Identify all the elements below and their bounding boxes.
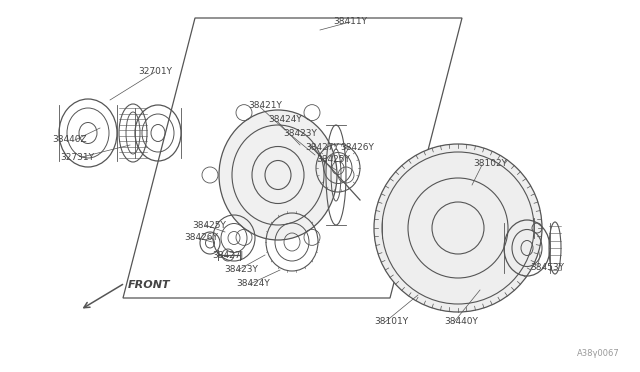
Text: A38γ0067: A38γ0067: [577, 349, 620, 358]
Text: 38427Y: 38427Y: [305, 142, 339, 151]
Text: 38424Y: 38424Y: [236, 279, 269, 289]
Text: 38427J: 38427J: [212, 251, 243, 260]
Text: 38411Y: 38411Y: [333, 17, 367, 26]
Text: 38426Y: 38426Y: [340, 142, 374, 151]
Text: 38421Y: 38421Y: [248, 100, 282, 109]
Text: 32701Y: 32701Y: [138, 67, 172, 77]
Text: 38102Y: 38102Y: [473, 158, 507, 167]
Text: 38425Y: 38425Y: [316, 155, 350, 164]
Text: 38424Y: 38424Y: [268, 115, 301, 125]
Text: 38101Y: 38101Y: [374, 317, 408, 327]
Text: 38440Y: 38440Y: [444, 317, 478, 327]
Text: 38423Y: 38423Y: [224, 266, 258, 275]
Ellipse shape: [374, 144, 542, 312]
Text: 38426Y: 38426Y: [184, 234, 218, 243]
Text: FRONT: FRONT: [128, 280, 171, 290]
Text: 32731Y: 32731Y: [60, 153, 94, 161]
Text: 38425Y: 38425Y: [192, 221, 226, 230]
Text: 38423Y: 38423Y: [283, 129, 317, 138]
Ellipse shape: [219, 110, 337, 240]
Text: 38453Y: 38453Y: [530, 263, 564, 272]
Text: 38440Z: 38440Z: [52, 135, 86, 144]
